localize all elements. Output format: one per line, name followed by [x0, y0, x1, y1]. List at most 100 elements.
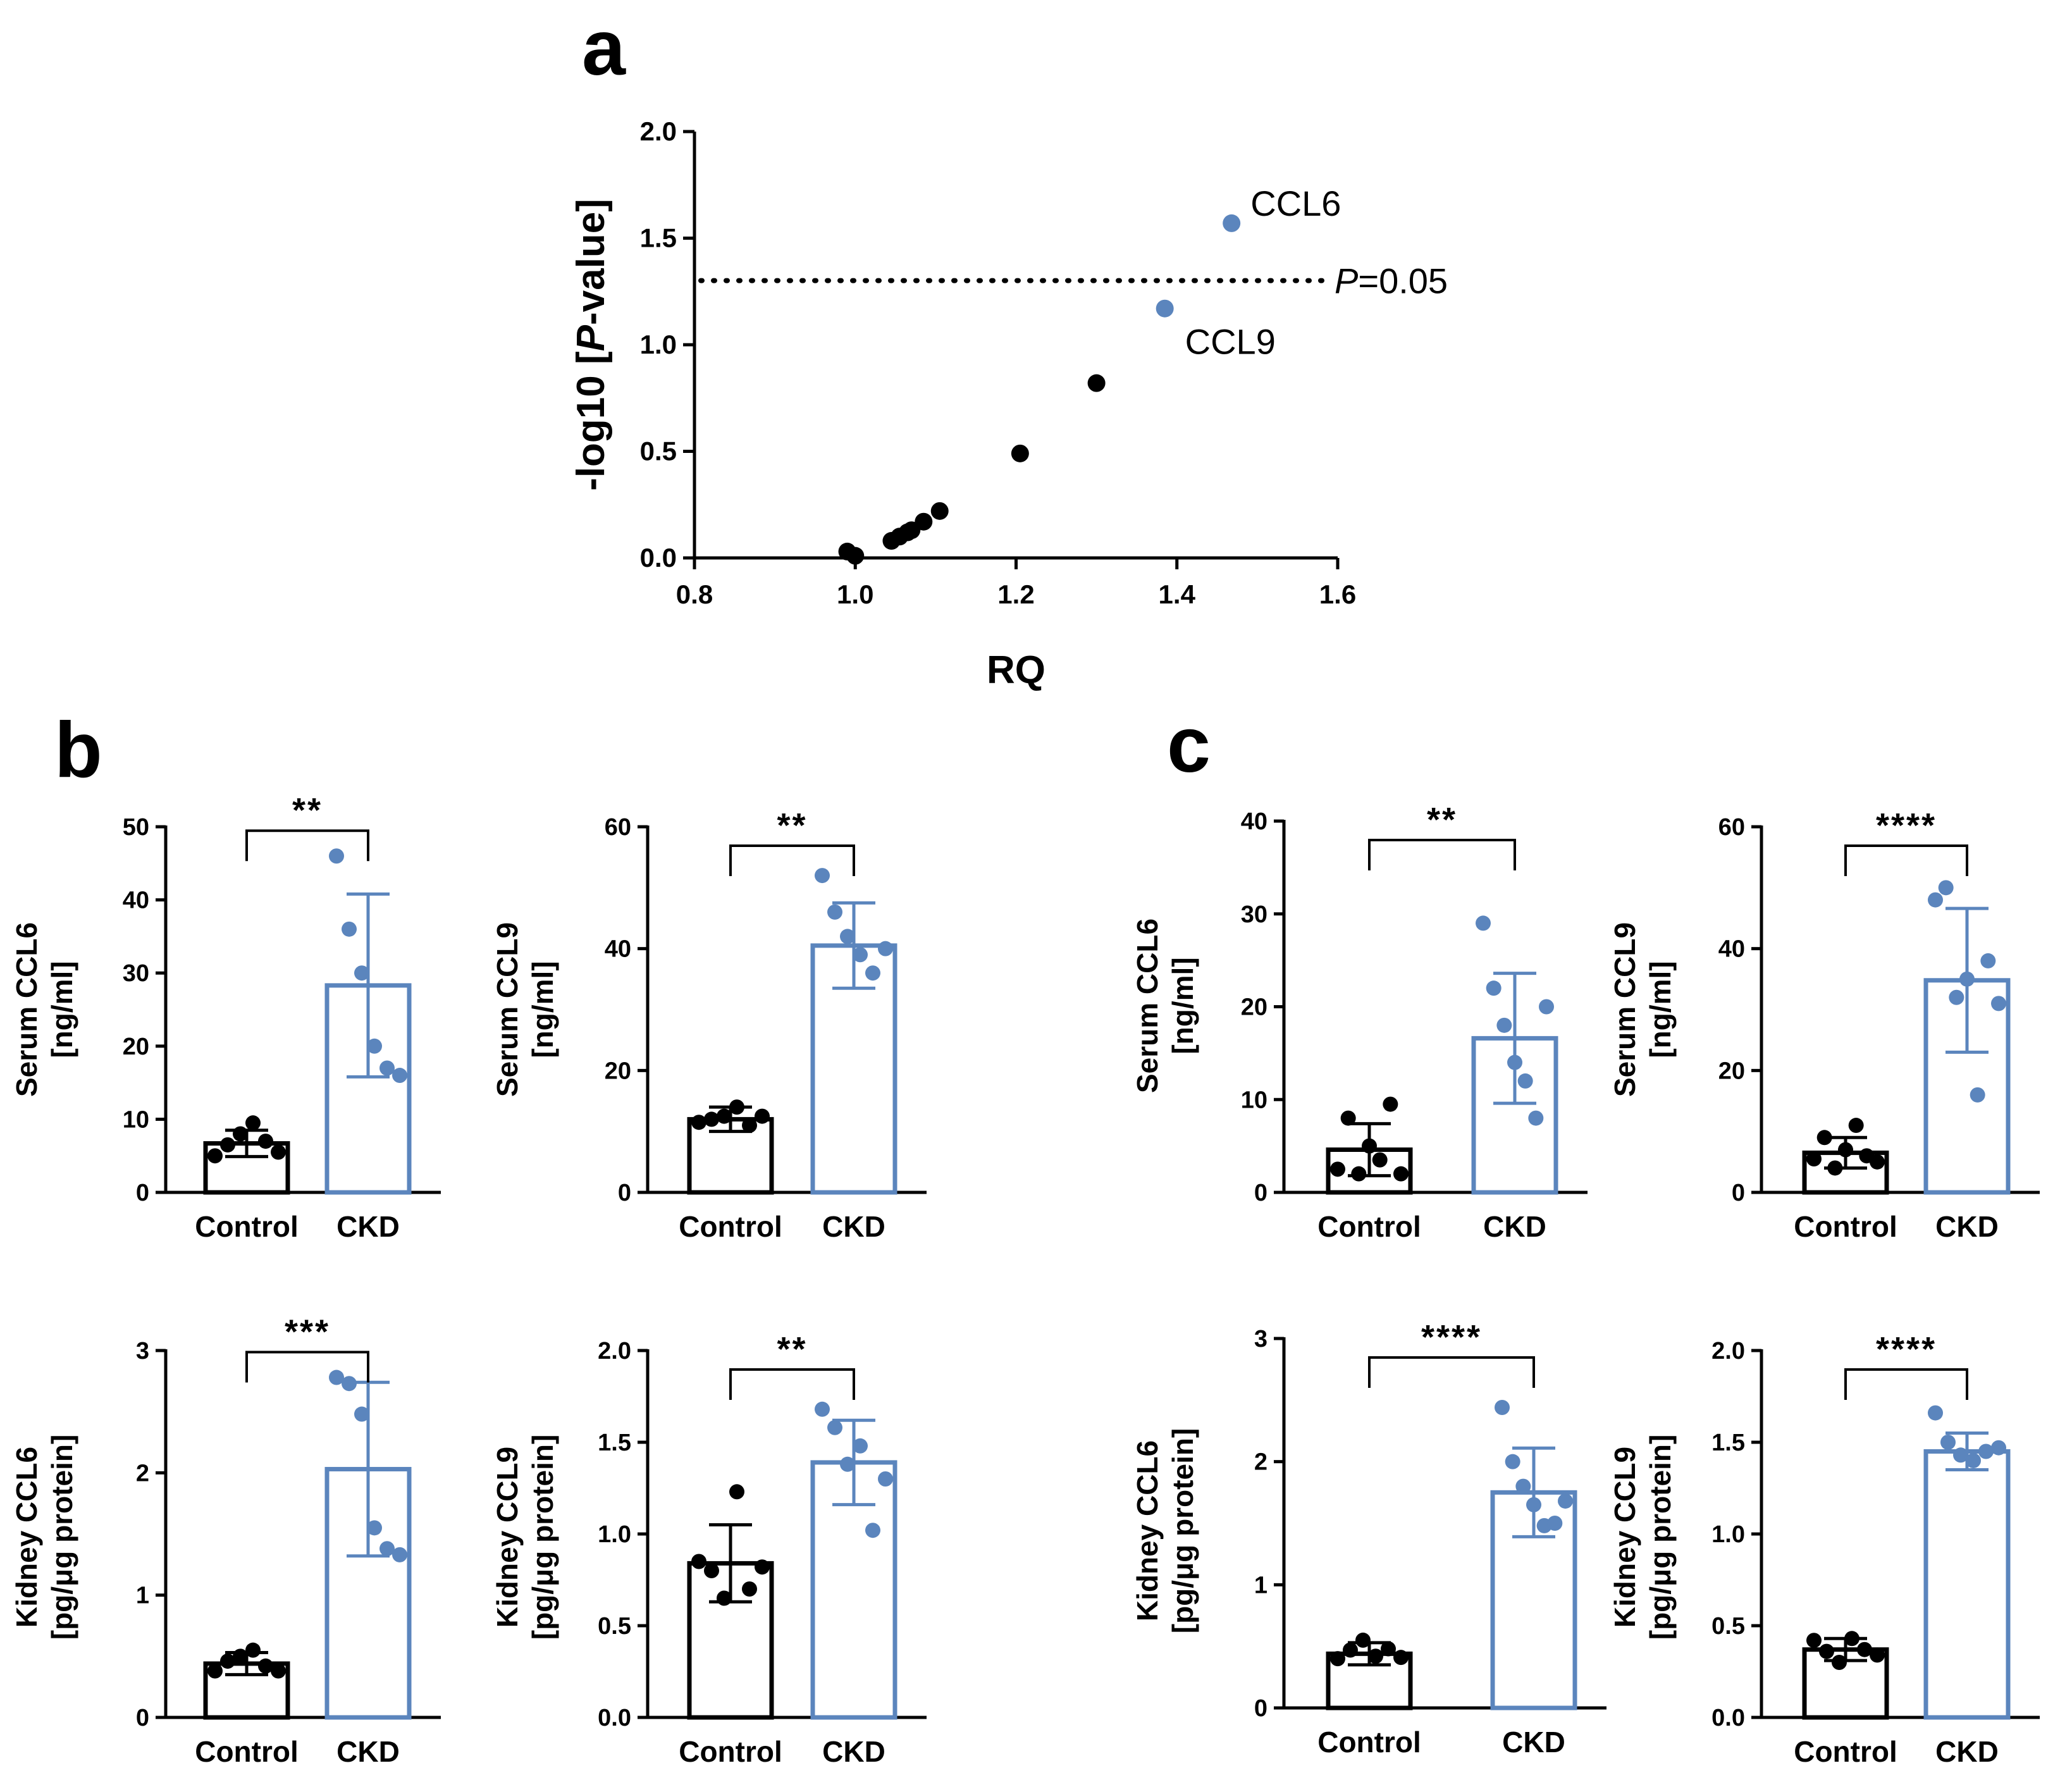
- panel-label-a: a: [582, 4, 626, 92]
- y-tick-label: 20: [605, 1058, 631, 1084]
- y-tick-label: 0.5: [598, 1613, 631, 1640]
- point-label: CCL6: [1250, 183, 1341, 223]
- y-axis-title-line: Kidney CCL6: [10, 1447, 43, 1628]
- y-tick-label: 40: [1718, 936, 1745, 963]
- y-tick-label: 1.5: [1711, 1430, 1745, 1456]
- data-point: [271, 1663, 286, 1679]
- data-point: [1368, 1648, 1383, 1664]
- y-tick-label: 0: [1732, 1180, 1745, 1206]
- data-point: [1870, 1154, 1885, 1170]
- data-point: [865, 1523, 880, 1538]
- y-axis-title: -log10 [P-value]: [569, 199, 613, 491]
- data-point: [207, 1663, 223, 1679]
- y-tick-label: 3: [136, 1338, 149, 1364]
- panel-b-kidney-ccl6: 0 1 2 3 Kidney CCL6[pg/μg protein] Control CKD…: [10, 1313, 441, 1768]
- data-point: [704, 1563, 719, 1578]
- significance-stars: ****: [1876, 807, 1937, 844]
- data-point: [1393, 1166, 1409, 1182]
- y-tick-label: 0.5: [640, 436, 677, 466]
- x-axis-title: RQ: [987, 648, 1045, 692]
- y-axis-title-line: Serum CCL6: [10, 922, 43, 1097]
- data-point: [1558, 1493, 1573, 1509]
- data-point: [815, 868, 830, 884]
- y-axis-title: Kidney CCL9[pg/μg protein]: [491, 1435, 559, 1640]
- y-tick-label: 2: [1254, 1449, 1267, 1476]
- y-tick-label: 1.0: [1711, 1521, 1745, 1548]
- category-label: CKD: [1483, 1210, 1546, 1243]
- y-axis-title-part: -log10 [: [569, 351, 613, 490]
- category-label: CKD: [822, 1210, 885, 1243]
- y-tick-label: 0: [1254, 1695, 1267, 1722]
- category-label: Control: [1794, 1735, 1897, 1768]
- y-axis-title: Serum CCL6[ng/ml]: [1131, 918, 1199, 1093]
- data-point: [1528, 1110, 1544, 1126]
- y-tick-label: 1.0: [640, 330, 677, 359]
- data-point: [1223, 214, 1241, 232]
- data-point: [1539, 999, 1554, 1015]
- data-point: [1156, 299, 1174, 318]
- x-tick-label: 1.4: [1159, 579, 1196, 609]
- data-point: [1857, 1642, 1872, 1657]
- category-label: Control: [1317, 1726, 1421, 1759]
- y-axis-title-line: [ng/ml]: [1166, 957, 1199, 1054]
- data-point: [742, 1581, 757, 1597]
- threshold-label: P=0.05: [1335, 261, 1448, 301]
- significance-bracket: [1368, 839, 1516, 870]
- y-tick-label: 1.5: [598, 1430, 631, 1456]
- data-point: [915, 512, 933, 531]
- significance-bracket: [245, 829, 369, 862]
- data-point: [1832, 1655, 1847, 1670]
- y-tick-label: 60: [1718, 814, 1745, 841]
- panel-a-scatter: a 0.0 0.5 1.0 1.5 2.0 0.8 1.0 1.2 1.4 1.6 RQ -log10 …: [569, 4, 1448, 692]
- data-point: [1383, 1096, 1398, 1112]
- y-tick-label: 0.0: [640, 543, 677, 572]
- y-tick-label: 50: [123, 814, 149, 841]
- y-tick-label: 1: [1254, 1572, 1267, 1598]
- data-point: [271, 1144, 286, 1160]
- data-point: [827, 1419, 842, 1435]
- data-point: [1938, 880, 1954, 896]
- significance-stars: ****: [1876, 1330, 1937, 1368]
- category-label: CKD: [336, 1735, 400, 1768]
- data-point: [258, 1658, 273, 1674]
- panel-c-kidney-ccl6: 0 1 2 3 Kidney CCL6[pg/μg protein] Control CKD…: [1131, 1318, 1606, 1759]
- data-point: [755, 1559, 770, 1575]
- data-point: [1806, 1633, 1822, 1648]
- panel-b-kidney-ccl9: 0.0 0.5 1.0 1.5 2.0 Kidney CCL9[pg/μg protein…: [491, 1330, 927, 1768]
- y-axis-title: Kidney CCL9[pg/μg protein]: [1608, 1435, 1677, 1640]
- significance-bracket: [1844, 1368, 1968, 1400]
- y-tick-label: 2.0: [598, 1338, 631, 1364]
- y-tick-label: 1.5: [640, 223, 677, 253]
- y-tick-label: 0.5: [1711, 1613, 1745, 1640]
- panel-c-kidney-ccl9: 0.0 0.5 1.0 1.5 2.0 Kidney CCL9[pg/μg protein…: [1608, 1330, 2040, 1768]
- data-point: [704, 1111, 719, 1127]
- significance-stars: **: [1427, 801, 1457, 839]
- y-tick-label: 2: [136, 1460, 149, 1487]
- significance-bracket: [245, 1351, 369, 1383]
- y-tick-label: 2.0: [1711, 1338, 1745, 1364]
- y-tick-label: 20: [1718, 1058, 1745, 1084]
- y-axis-title-line: [pg/μg protein]: [46, 1435, 78, 1640]
- significance-bracket: [729, 1368, 855, 1400]
- category-label: Control: [679, 1210, 782, 1243]
- category-label: CKD: [336, 1210, 400, 1243]
- category-label: Control: [1317, 1210, 1421, 1243]
- y-axis-title-line: [pg/μg protein]: [526, 1435, 559, 1640]
- y-axis-title-line: [pg/μg protein]: [1644, 1435, 1677, 1640]
- data-point: [367, 1520, 382, 1536]
- data-point: [840, 929, 855, 944]
- y-axis-title-line: Kidney CCL9: [1608, 1447, 1641, 1628]
- data-point: [1940, 1435, 1956, 1450]
- y-tick-label: 0: [136, 1180, 149, 1206]
- y-tick-label: 3: [1254, 1326, 1267, 1352]
- data-point: [329, 848, 344, 864]
- data-point: [1978, 1444, 1994, 1459]
- data-point: [1949, 989, 1964, 1005]
- data-point: [1476, 915, 1491, 931]
- y-axis-title-line: [pg/μg protein]: [1166, 1428, 1199, 1634]
- panel-label-b: b: [54, 707, 102, 794]
- y-axis-title-line: [ng/ml]: [526, 961, 559, 1058]
- y-axis-title-line: Serum CCL6: [1131, 918, 1164, 1093]
- y-tick-label: 20: [1241, 994, 1267, 1021]
